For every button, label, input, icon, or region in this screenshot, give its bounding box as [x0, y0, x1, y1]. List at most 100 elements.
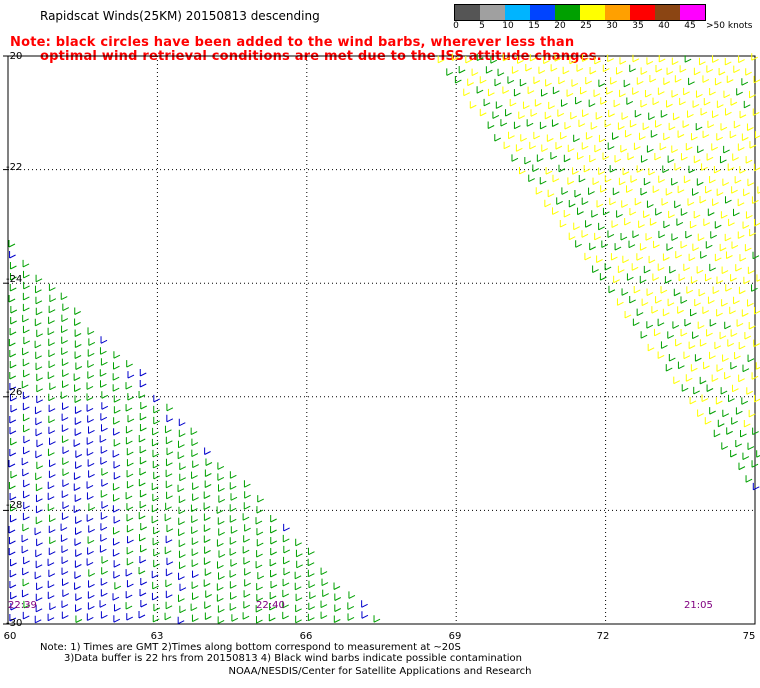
wind-barb: [74, 560, 82, 568]
wind-barb: [203, 513, 211, 521]
wind-barb: [487, 121, 495, 129]
wind-barb: [722, 354, 729, 362]
wind-barb: [526, 119, 534, 127]
wind-barb: [255, 616, 263, 624]
wind-barb: [191, 515, 198, 524]
wind-barb: [61, 424, 69, 433]
wind-barb: [545, 79, 552, 87]
wind-barb: [127, 371, 135, 379]
wind-barb: [229, 581, 237, 589]
wind-barb: [218, 550, 226, 558]
wind-barb: [47, 481, 55, 490]
wind-barb: [22, 391, 30, 400]
wind-barb: [634, 110, 642, 118]
legend-color-bar: [454, 4, 706, 21]
wind-barb: [694, 354, 702, 362]
wind-barb: [243, 502, 251, 510]
wind-barb: [735, 439, 743, 448]
wind-barb: [10, 306, 18, 314]
legend-swatch: [605, 5, 630, 20]
wind-barb: [112, 384, 120, 392]
wind-barb: [101, 556, 109, 564]
wind-barb: [47, 327, 55, 336]
wind-barb: [639, 243, 647, 251]
wind-barb: [650, 130, 658, 138]
wind-barb: [140, 523, 147, 531]
wind-barb: [738, 342, 746, 350]
wind-barb: [550, 152, 558, 160]
wind-barb: [22, 314, 29, 323]
wind-barb: [757, 186, 760, 194]
wind-barb: [655, 208, 662, 216]
wind-barb: [724, 233, 732, 242]
wind-barb: [178, 550, 186, 559]
wind-barb: [75, 549, 82, 557]
wind-barb: [86, 393, 94, 401]
wind-barb: [204, 546, 211, 554]
wind-barb: [165, 458, 173, 467]
wind-barb: [666, 67, 674, 76]
wind-barb: [9, 570, 17, 578]
wind-barb: [709, 407, 716, 415]
wind-barb: [589, 67, 597, 75]
wind-barb: [646, 288, 654, 296]
wind-barb: [99, 369, 107, 377]
wind-barb: [446, 68, 453, 76]
wind-barb: [559, 220, 567, 228]
wind-barb: [690, 308, 697, 317]
wind-barb: [679, 97, 686, 106]
wind-barb: [554, 54, 562, 62]
wind-barb: [126, 360, 133, 368]
wind-barb: [282, 600, 289, 609]
wind-barb: [568, 232, 576, 241]
wind-barb: [100, 578, 108, 586]
wind-barb: [735, 407, 743, 415]
wind-barb: [642, 122, 650, 131]
wind-barb: [166, 524, 174, 533]
wind-barb: [709, 263, 716, 272]
wind-barb: [48, 360, 56, 369]
wind-barb: [636, 165, 644, 173]
wind-barb: [533, 76, 541, 85]
wind-barb: [546, 134, 554, 142]
lon-label-72: 72: [596, 631, 610, 642]
wind-barb: [752, 482, 760, 491]
wind-barb: [692, 243, 700, 252]
wind-barb: [179, 462, 186, 471]
wind-barb: [35, 274, 43, 283]
wind-barb: [22, 523, 30, 532]
wind-barb: [153, 548, 160, 557]
wind-barb: [720, 123, 728, 131]
wind-barb: [686, 110, 694, 118]
wind-barb: [216, 561, 224, 569]
wind-barb: [697, 321, 705, 330]
wind-barb: [555, 142, 563, 150]
wind-barb: [640, 100, 648, 108]
wind-barb: [192, 570, 199, 579]
wind-barb: [204, 447, 211, 455]
wind-barb: [692, 100, 700, 108]
wind-barb: [269, 603, 276, 611]
wind-barb: [577, 152, 584, 160]
wind-barb: [721, 266, 729, 274]
wind-barb: [483, 98, 491, 107]
wind-barb: [48, 316, 55, 325]
wind-barb: [582, 109, 589, 118]
wind-barb: [35, 417, 43, 426]
wind-barb: [9, 581, 17, 589]
wind-barb: [35, 351, 42, 360]
wind-barb: [49, 437, 56, 446]
wind-barb: [139, 501, 147, 509]
wind-barb: [747, 299, 754, 307]
wind-barb: [672, 321, 680, 329]
wind-barb: [748, 321, 756, 330]
wind-barb: [610, 77, 617, 85]
wind-barb: [23, 490, 30, 499]
wind-barb: [735, 264, 742, 272]
wind-barb: [21, 380, 29, 389]
wind-barb: [257, 495, 264, 503]
wind-barb: [724, 321, 731, 330]
wind-barb: [48, 569, 56, 578]
wind-barb: [719, 331, 727, 340]
wind-barb: [731, 186, 738, 194]
